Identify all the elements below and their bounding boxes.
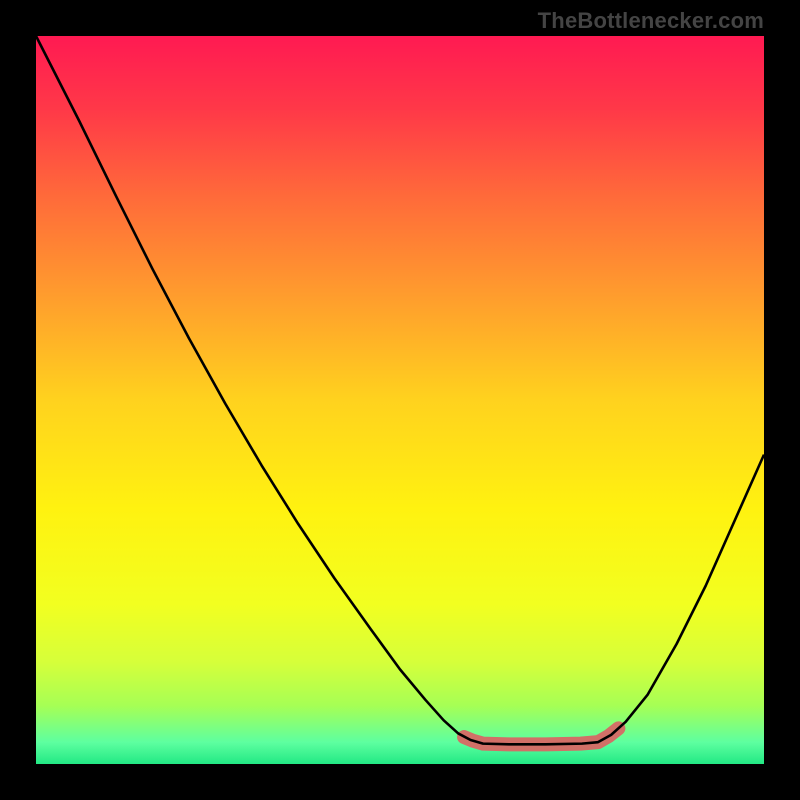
chart-stage: TheBottlenecker.com — [0, 0, 800, 800]
watermark-text: TheBottlenecker.com — [538, 8, 764, 34]
bottleneck-chart — [0, 0, 800, 800]
plot-background — [36, 36, 764, 764]
